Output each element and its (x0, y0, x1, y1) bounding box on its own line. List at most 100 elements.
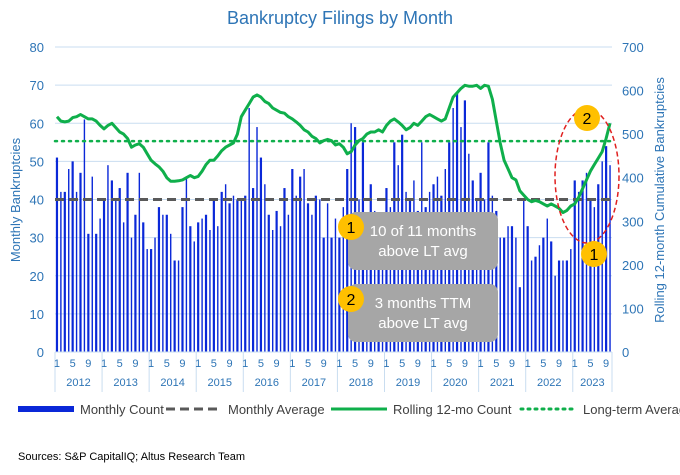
bar-monthly-count (518, 287, 521, 352)
bar-monthly-count (287, 214, 290, 352)
bar-monthly-count (79, 172, 82, 352)
legend-label: Monthly Count (80, 402, 164, 417)
annotation-text: above LT avg (378, 243, 468, 260)
bar-monthly-count (134, 214, 137, 352)
month-tick-label: 5 (211, 358, 217, 370)
bar-monthly-count (283, 188, 286, 352)
bar-monthly-count (306, 203, 310, 352)
y2-tick-label: 400 (622, 171, 644, 186)
bar-monthly-count (510, 226, 514, 352)
month-tick-label: 5 (493, 358, 499, 370)
year-label: 2020 (443, 377, 467, 389)
year-label: 2023 (580, 377, 604, 389)
bar-monthly-count (342, 207, 345, 352)
y2-tick-label: 700 (622, 40, 644, 55)
bar-monthly-count (440, 195, 443, 352)
bar-monthly-count (573, 180, 576, 352)
month-tick-label: 5 (587, 358, 593, 370)
bar-monthly-count (173, 260, 176, 352)
month-tick-label: 1 (242, 358, 248, 370)
year-label: 2018 (349, 377, 373, 389)
y-tick-label: 10 (30, 307, 44, 322)
year-label: 2015 (208, 377, 232, 389)
month-tick-label: 1 (478, 358, 484, 370)
bar-monthly-count (185, 176, 188, 352)
month-tick-label: 9 (274, 358, 280, 370)
bar-monthly-count (279, 226, 282, 352)
bar-monthly-count (385, 188, 388, 352)
month-tick-label: 9 (509, 358, 515, 370)
chart-title: Bankruptcy Filings by Month (227, 8, 453, 28)
bar-monthly-count (581, 180, 584, 352)
year-label: 2012 (66, 377, 90, 389)
bar-monthly-count (154, 237, 156, 352)
year-label: 2014 (160, 377, 184, 389)
bar-monthly-count (303, 169, 305, 352)
bar-monthly-count (95, 233, 98, 352)
month-tick-label: 9 (321, 358, 327, 370)
bar-monthly-count (577, 191, 580, 352)
callout-badge-number: 2 (583, 111, 592, 128)
month-tick-label: 5 (446, 358, 452, 370)
bar-monthly-count (177, 260, 180, 352)
bar-monthly-count (542, 237, 545, 352)
month-tick-label: 5 (305, 358, 311, 370)
bar-monthly-count (248, 108, 250, 352)
bar-monthly-count (570, 249, 572, 352)
annotation-text: 3 months TTM (375, 295, 471, 312)
legend-swatch-monthly-count (18, 406, 74, 412)
y2-axis-title: Rolling 12-month Cumulative Bankruptcies (652, 77, 667, 323)
bar-monthly-count (209, 230, 211, 352)
y-tick-label: 80 (30, 40, 44, 55)
bar-monthly-count (60, 191, 62, 352)
month-tick-label: 1 (336, 358, 342, 370)
bar-monthly-count (99, 218, 101, 352)
month-tick-label: 5 (164, 358, 170, 370)
month-tick-label: 1 (148, 358, 154, 370)
y-tick-label: 70 (30, 78, 44, 93)
bar-monthly-count (115, 199, 117, 352)
year-label: 2016 (255, 377, 279, 389)
month-tick-label: 9 (132, 358, 138, 370)
bar-monthly-count (475, 199, 478, 352)
bar-monthly-count (170, 233, 172, 352)
bar-monthly-count (212, 199, 215, 352)
annotation-text: 10 of 11 months (370, 223, 476, 240)
bar-monthly-count (259, 157, 263, 352)
month-tick-label: 5 (117, 358, 123, 370)
bar-monthly-count (597, 184, 600, 352)
bar-monthly-count (55, 157, 59, 352)
month-tick-label: 1 (572, 358, 578, 370)
bar-monthly-count (146, 249, 148, 352)
year-label: 2013 (113, 377, 137, 389)
bar-monthly-count (130, 237, 133, 352)
bar-monthly-count (593, 207, 596, 352)
bar-monthly-count (224, 184, 227, 352)
bar-monthly-count (546, 218, 548, 352)
bar-monthly-count (122, 222, 125, 352)
bar-monthly-count (63, 191, 66, 352)
month-tick-label: 9 (85, 358, 91, 370)
y-tick-label: 0 (37, 345, 44, 360)
bar-monthly-count (389, 207, 392, 352)
callout-badge-number: 1 (590, 247, 599, 264)
y2-tick-label: 500 (622, 127, 644, 142)
bar-monthly-count (107, 165, 109, 352)
bar-monthly-count (538, 245, 541, 352)
bar-monthly-count (220, 191, 223, 352)
bar-monthly-count (240, 199, 243, 352)
callout-badge (581, 241, 607, 267)
bar-monthly-count (424, 207, 427, 352)
bar-monthly-count (483, 199, 486, 352)
bar-monthly-count (71, 161, 74, 352)
bar-monthly-count (204, 214, 208, 352)
bar-monthly-count (165, 214, 168, 352)
bar-monthly-count (554, 275, 556, 352)
bar-monthly-count (523, 199, 525, 352)
bar-monthly-count (272, 230, 274, 352)
bar-monthly-count (314, 195, 317, 352)
bar-monthly-count (507, 226, 509, 352)
y-tick-label: 30 (30, 231, 44, 246)
month-tick-label: 5 (540, 358, 546, 370)
